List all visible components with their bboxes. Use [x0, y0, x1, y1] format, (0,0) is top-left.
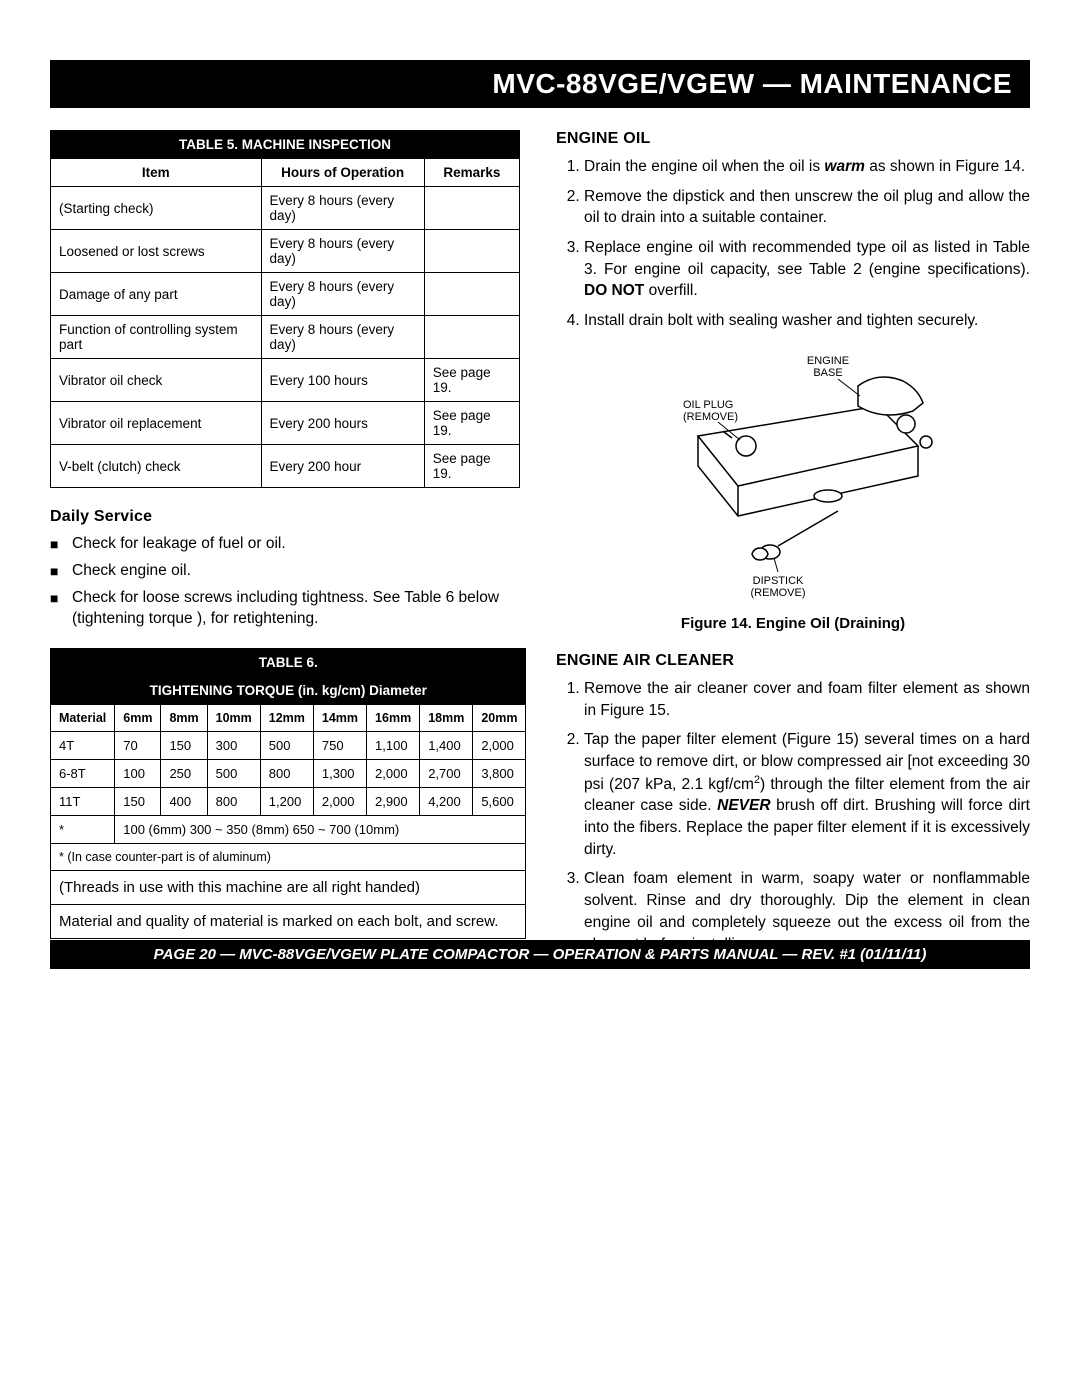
list-item: Install drain bolt with sealing washer a… [584, 310, 1030, 332]
svg-text:BASE: BASE [813, 367, 842, 379]
right-column: ENGINE OIL Drain the engine oil when the… [556, 130, 1030, 969]
svg-text:DIPSTICK: DIPSTICK [753, 575, 804, 587]
list-item: Check engine oil. [50, 561, 520, 582]
page-footer-bar: PAGE 20 — MVC-88VGE/VGEW PLATE COMPACTOR… [50, 940, 1030, 969]
list-item: Remove the dipstick and then unscrew the… [584, 186, 1030, 229]
table-row: V-belt (clutch) check Every 200 hour See… [51, 445, 520, 488]
table-5-title: TABLE 5. MACHINE INSPECTION [51, 131, 520, 159]
list-item: Replace engine oil with recommended type… [584, 237, 1030, 302]
table-row: (Starting check) Every 8 hours (every da… [51, 187, 520, 230]
svg-text:ENGINE: ENGINE [807, 355, 849, 367]
table-5-machine-inspection: TABLE 5. MACHINE INSPECTION Item Hours o… [50, 130, 520, 488]
page-footer-text: PAGE 20 — MVC-88VGE/VGEW PLATE COMPACTOR… [154, 946, 927, 963]
table-6-title-line1: TABLE 6. [51, 648, 526, 676]
list-item: Drain the engine oil when the oil is war… [584, 156, 1030, 178]
list-item: Remove the air cleaner cover and foam fi… [584, 678, 1030, 721]
list-item: Tap the paper filter element (Figure 15)… [584, 729, 1030, 860]
daily-service-list: Check for leakage of fuel or oil. Check … [50, 534, 520, 630]
svg-text:(REMOVE): (REMOVE) [683, 411, 738, 423]
left-column: TABLE 5. MACHINE INSPECTION Item Hours o… [50, 130, 520, 939]
page-title-bar: MVC-88VGE/VGEW — MAINTENANCE [50, 60, 1030, 108]
list-item: Check for loose screws including tightne… [50, 588, 520, 630]
svg-text:OIL PLUG: OIL PLUG [683, 399, 733, 411]
engine-oil-drain-diagram-icon: ENGINE BASE OIL PLUG (REMOVE) DIPSTICK (… [628, 346, 958, 606]
page-title-text: MVC-88VGE/VGEW — MAINTENANCE [492, 68, 1012, 99]
engine-air-cleaner-heading: ENGINE AIR CLEANER [556, 652, 1030, 670]
figure-14-caption: Figure 14. Engine Oil (Draining) [556, 615, 1030, 632]
table-row: 4T 70 150 300 500 750 1,100 1,400 2,000 [51, 731, 526, 759]
table-6-title-line2: TIGHTENING TORQUE (in. kg/cm) Diameter [51, 676, 526, 704]
engine-oil-steps: Drain the engine oil when the oil is war… [556, 156, 1030, 332]
table-row: * (In case counter-part is of aluminum) [51, 843, 526, 870]
two-column-layout: TABLE 5. MACHINE INSPECTION Item Hours o… [50, 130, 1030, 969]
table-5-header-hours: Hours of Operation [261, 159, 424, 187]
table-row: 11T 150 400 800 1,200 2,000 2,900 4,200 … [51, 787, 526, 815]
table-row: Vibrator oil check Every 100 hours See p… [51, 359, 520, 402]
table-row: Vibrator oil replacement Every 200 hours… [51, 402, 520, 445]
svg-text:(REMOVE): (REMOVE) [751, 587, 806, 599]
table-6-tightening-torque: TABLE 6. TIGHTENING TORQUE (in. kg/cm) D… [50, 648, 526, 939]
table-row: Damage of any part Every 8 hours (every … [51, 273, 520, 316]
table-row: Loosened or lost screws Every 8 hours (e… [51, 230, 520, 273]
table-row: * 100 (6mm) 300 ~ 350 (8mm) 650 ~ 700 (1… [51, 815, 526, 843]
engine-air-cleaner-steps: Remove the air cleaner cover and foam fi… [556, 678, 1030, 955]
table-5-header-item: Item [51, 159, 262, 187]
table-row: (Threads in use with this machine are al… [51, 870, 526, 904]
engine-oil-heading: ENGINE OIL [556, 130, 1030, 148]
table-row: Function of controlling system part Ever… [51, 316, 520, 359]
list-item: Check for leakage of fuel or oil. [50, 534, 520, 555]
table-row: 6-8T 100 250 500 800 1,300 2,000 2,700 3… [51, 759, 526, 787]
table-5-header-remarks: Remarks [424, 159, 519, 187]
table-row: Material and quality of material is mark… [51, 904, 526, 938]
daily-service-heading: Daily Service [50, 508, 520, 526]
figure-14: ENGINE BASE OIL PLUG (REMOVE) DIPSTICK (… [556, 346, 1030, 632]
